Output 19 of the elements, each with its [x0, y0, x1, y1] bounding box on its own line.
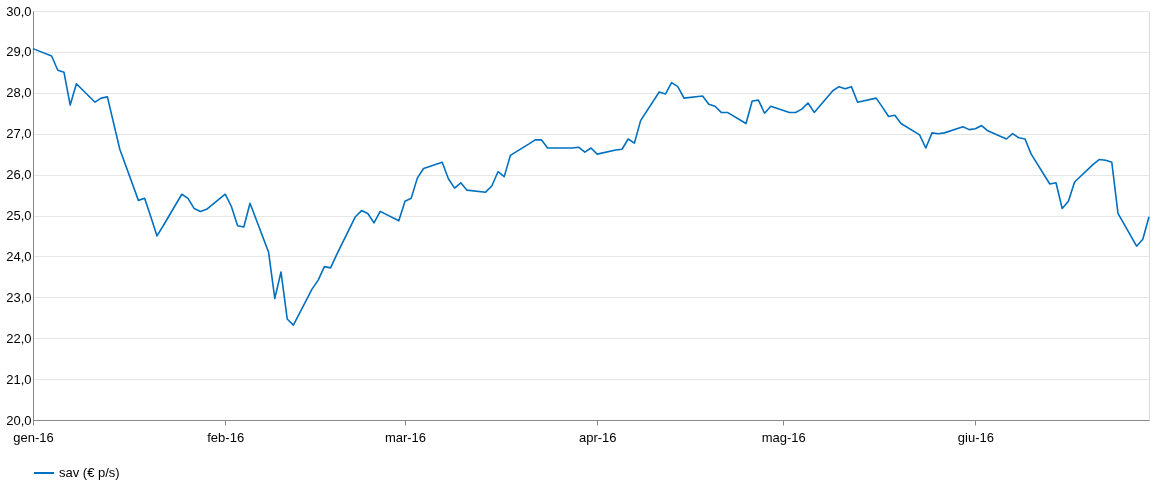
x-tick-label: feb-16 — [207, 429, 245, 445]
x-tick-label: mag-16 — [761, 429, 806, 445]
x-tick-label: giu-16 — [957, 429, 994, 445]
y-tick-label: 24,0 — [6, 248, 32, 264]
x-tick-label: gen-16 — [13, 429, 54, 445]
y-tick-label: 26,0 — [6, 167, 32, 183]
y-tick-label: 29,0 — [6, 44, 32, 60]
y-tick-label: 28,0 — [6, 85, 32, 101]
y-tick-label: 23,0 — [6, 289, 32, 305]
y-tick-label: 21,0 — [6, 371, 32, 387]
line-series — [32, 47, 1150, 326]
y-tick-label: 25,0 — [6, 208, 32, 223]
y-tick-label: 30,0 — [6, 3, 32, 19]
y-tick-label: 22,0 — [6, 330, 32, 346]
legend-label: sav (€ p/s) — [59, 465, 120, 480]
y-tick-label: 20,0 — [6, 412, 32, 428]
x-tick-label: mar-16 — [384, 429, 427, 445]
x-tick-label: apr-16 — [578, 429, 617, 445]
y-tick-label: 27,0 — [6, 126, 32, 142]
